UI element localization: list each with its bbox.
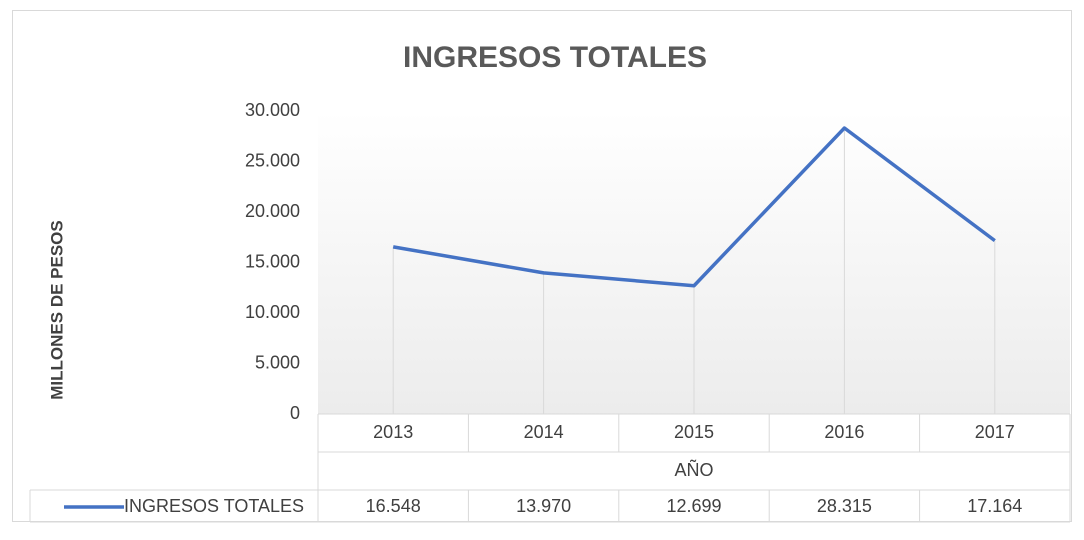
x-axis-title: AÑO: [674, 459, 713, 480]
y-tick-label: 15.000: [245, 251, 300, 271]
y-tick-label: 25.000: [245, 150, 300, 170]
y-tick-label: 5.000: [255, 352, 300, 372]
x-tick-label: 2014: [524, 422, 564, 442]
series-line: [392, 126, 996, 288]
x-tick-label: 2017: [975, 422, 1015, 442]
data-table-value: 12.699: [666, 496, 721, 516]
y-axis-title: MILLONES DE PESOS: [47, 220, 66, 399]
legend-label: INGRESOS TOTALES: [124, 496, 304, 516]
y-tick-label: 0: [290, 403, 300, 423]
data-table-value: 28.315: [817, 496, 872, 516]
data-table-value: 16.548: [366, 496, 421, 516]
y-tick-label: 20.000: [245, 201, 300, 221]
data-table-value: 17.164: [967, 496, 1022, 516]
y-tick-label: 10.000: [245, 302, 300, 322]
y-tick-label: 30.000: [245, 100, 300, 120]
x-tick-label: 2016: [824, 422, 864, 442]
x-tick-label: 2015: [674, 422, 714, 442]
data-table-value: 13.970: [516, 496, 571, 516]
chart-title: INGRESOS TOTALES: [403, 41, 707, 74]
x-tick-label: 2013: [373, 422, 413, 442]
